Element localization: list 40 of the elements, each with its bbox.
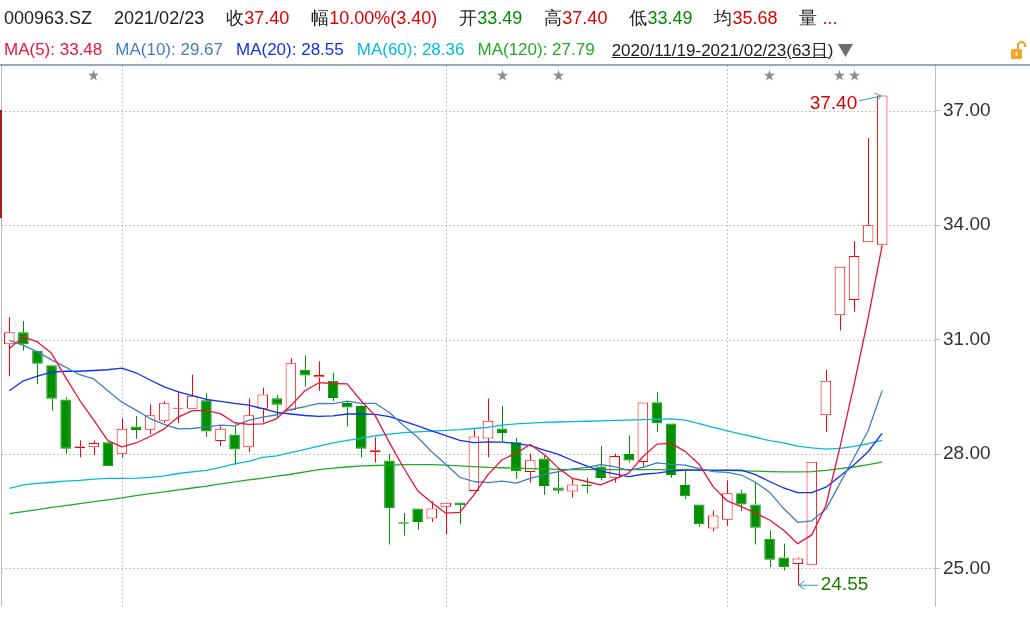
annotation: 37.40 <box>809 91 858 113</box>
text: 均35.68 <box>714 8 778 28</box>
y-tick-label: 28.00 <box>943 442 991 464</box>
candlestick <box>243 397 254 453</box>
candlestick <box>356 405 367 458</box>
candlestick <box>693 504 705 528</box>
text: MA(120): 27.79 <box>477 40 595 60</box>
text: MA(60): 28.36 <box>356 40 465 60</box>
chart-title: 000963.SZ <box>4 7 93 29</box>
text: MA(20): 28.55 <box>236 40 344 60</box>
candlestick <box>496 405 508 443</box>
candlestick <box>820 369 832 433</box>
candlestick <box>722 479 733 527</box>
candlestick <box>835 267 845 331</box>
text: 高37.40 <box>544 8 608 28</box>
candlestick <box>46 365 57 412</box>
candlestick <box>384 453 395 545</box>
candlestick <box>623 434 635 463</box>
text: 幅10.00%(3.40) <box>311 8 438 28</box>
text: 2020/11/19-2021/02/23(63日) <box>611 39 834 62</box>
text: 开33.49 <box>459 8 523 28</box>
candlestick <box>750 481 761 545</box>
text: MA(10): 29.67 <box>115 40 223 60</box>
chart-subtitle: 2021/02/23 <box>114 7 205 29</box>
text: MA(5): 33.48 <box>4 40 103 60</box>
candlestick <box>440 502 452 536</box>
candlestick <box>553 469 564 495</box>
text: 收37.40 <box>226 8 290 28</box>
candlestick <box>848 240 860 313</box>
candlestick <box>764 529 775 568</box>
annotation: 24.55 <box>820 572 869 594</box>
candlestick <box>341 400 353 428</box>
y-tick-label: 34.00 <box>943 213 991 235</box>
candlestick <box>792 558 804 587</box>
y-tick-label: 25.00 <box>943 556 991 578</box>
y-tick-label: 37.00 <box>943 99 991 120</box>
candlestick <box>201 392 212 438</box>
y-tick-label: 31.00 <box>943 327 991 349</box>
text: 量 ... <box>799 8 838 28</box>
text: 低33.49 <box>629 8 693 28</box>
